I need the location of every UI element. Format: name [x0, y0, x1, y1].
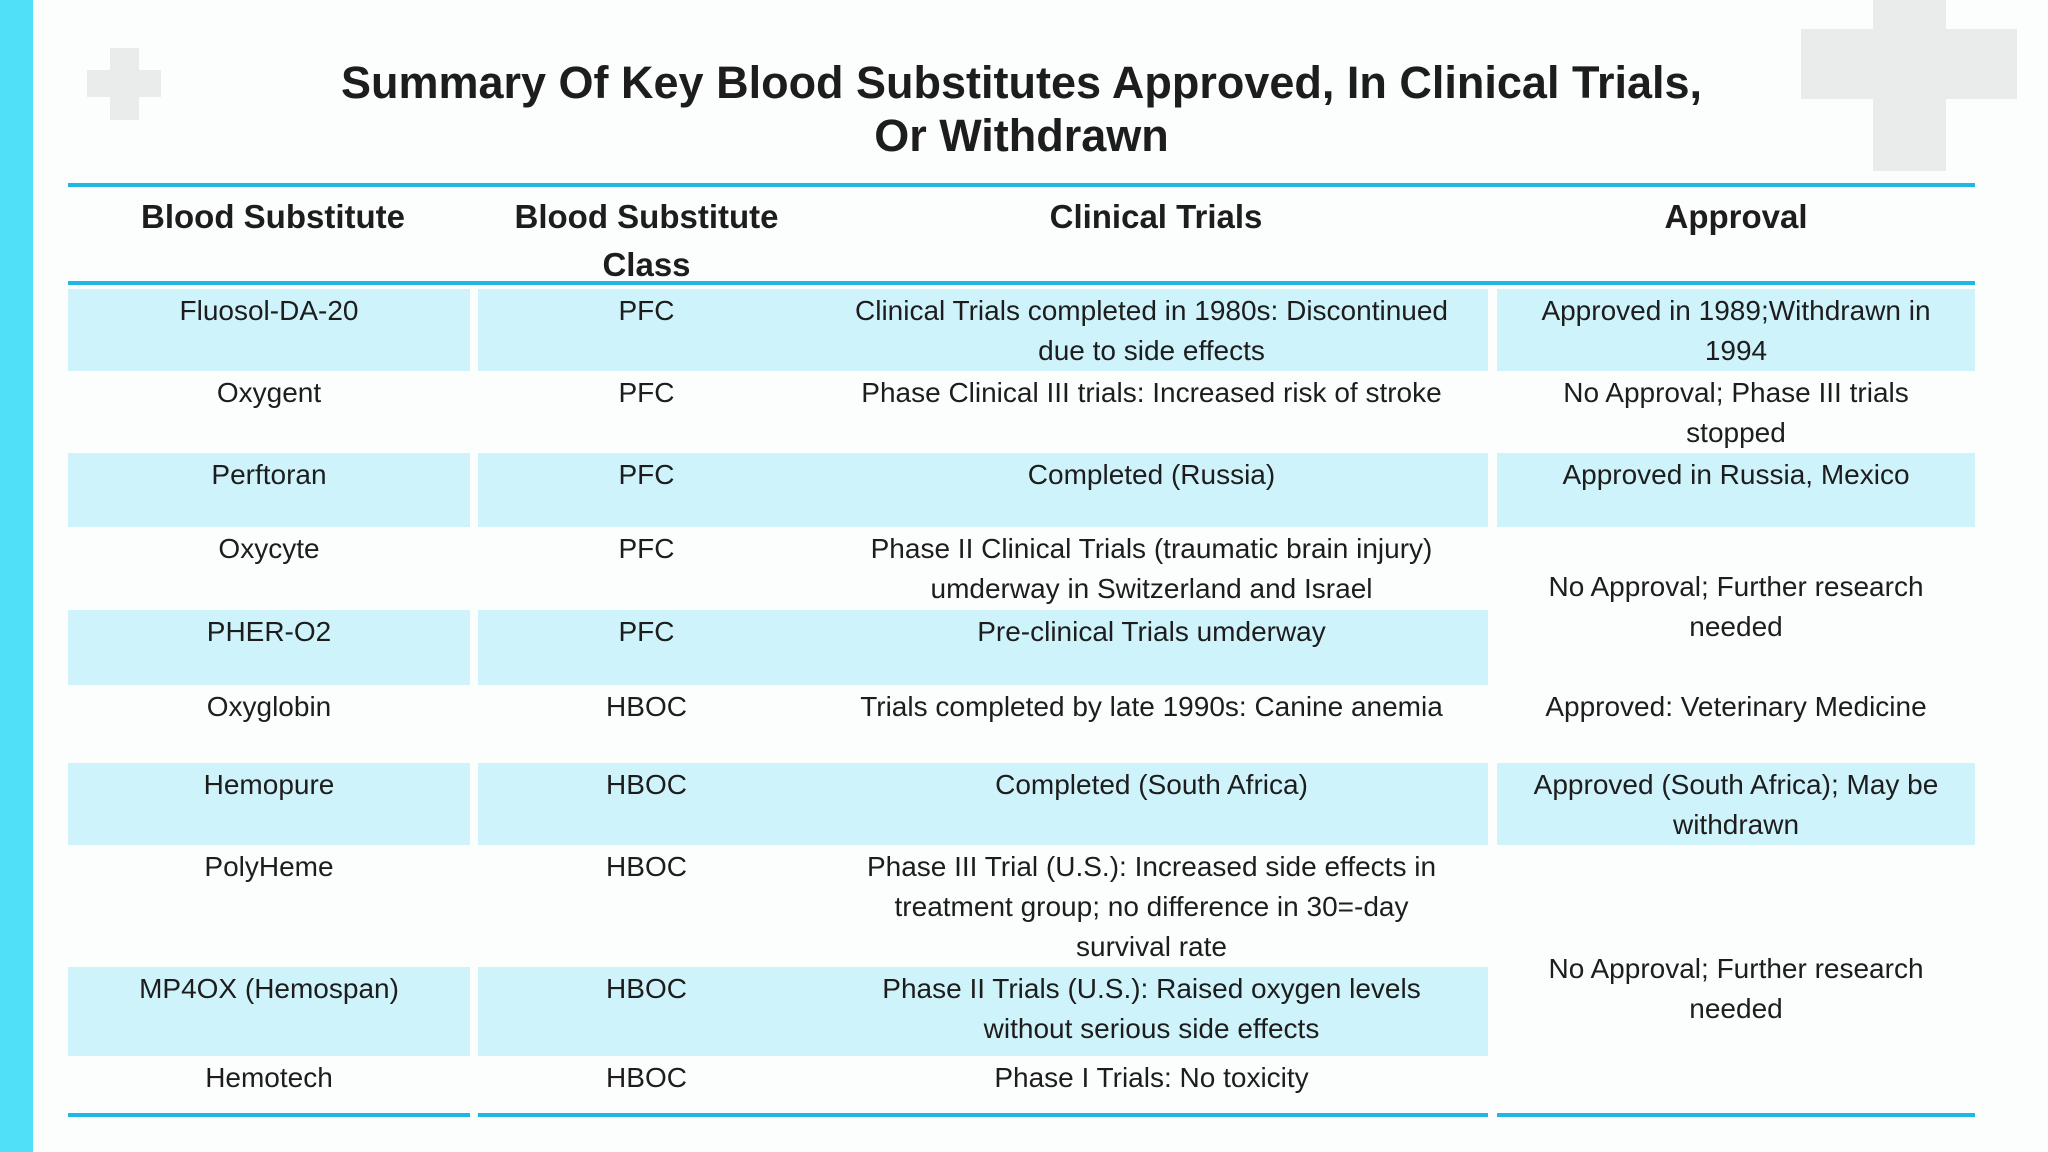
cell-trials: Trials completed by late 1990s: Canine a… [815, 685, 1497, 763]
table-row-polyheme: PolyHeme HBOC Phase III Trial (U.S.): In… [68, 845, 1975, 1024]
cell-trials: Phase II Trials (U.S.): Raised oxygen le… [815, 967, 1497, 1056]
cell-approval: Approved (South Africa); May be withdraw… [1497, 763, 1975, 845]
cell-class: PFC [478, 610, 815, 685]
cell-class: PFC [478, 453, 815, 527]
blood-substitutes-table: Blood Substitute Blood Substitute Class … [68, 187, 1975, 1130]
cell-substitute: Fluosol-DA-20 [68, 289, 478, 371]
cell-approval: Approved in Russia, Mexico [1497, 453, 1975, 527]
medical-cross-icon-large [1801, 29, 2017, 99]
cell-substitute: Oxygent [68, 371, 478, 453]
cell-class: PFC [478, 289, 815, 371]
divider-header [68, 281, 1975, 285]
cell-approval: No Approval; Phase III trials stopped [1563, 377, 1909, 448]
column-header-approval: Approval [1664, 198, 1808, 235]
cell-substitute: PolyHeme [68, 845, 478, 967]
cell-class: HBOC [606, 851, 687, 882]
cell-class: HBOC [606, 1062, 687, 1093]
cell-substitute: MP4OX (Hemospan) [68, 967, 478, 1056]
divider-top [68, 183, 1975, 187]
table-row-perftoran: Perftoran PFC Completed (Russia) Approve… [68, 453, 1975, 527]
table-row-hemotech: Hemotech HBOC Phase I Trials: No toxicit… [68, 1056, 1975, 1130]
cell-substitute: Oxycyte [68, 527, 478, 610]
column-header-blood-substitute: Blood Substitute [141, 198, 405, 235]
column-header-blood-substitute-class: Blood Substitute Class [514, 198, 779, 283]
left-accent-bar [0, 0, 33, 1152]
cell-substitute: Oxyglobin [68, 685, 478, 763]
cell-substitute: PHER-O2 [68, 610, 478, 685]
cell-substitute: Hemopure [68, 763, 478, 845]
page-title: Summary Of Key Blood Substitutes Approve… [340, 57, 1703, 161]
cell-approval-merged: No Approval; Further research needed [1548, 952, 1924, 1024]
table-row-oxyglobin: Oxyglobin HBOC Trials completed by late … [68, 685, 1975, 763]
divider-bottom [68, 1113, 1975, 1117]
table-row-fluosol: Fluosol-DA-20 PFC Clinical Trials comple… [68, 289, 1975, 371]
table-header-row: Blood Substitute Blood Substitute Class … [68, 187, 1975, 289]
table-row-pher-o2: PHER-O2 PFC Pre-clinical Trials umderway [68, 610, 1975, 685]
cell-trials: Pre-clinical Trials umderway [815, 610, 1497, 685]
cell-trials: Completed (South Africa) [815, 763, 1497, 845]
cell-trials: Completed (Russia) [815, 453, 1497, 527]
cell-trials: Phase III Trial (U.S.): Increased side e… [815, 845, 1497, 967]
cell-class: PFC [618, 377, 675, 408]
cell-approval: Approved in 1989;Withdrawn in 1994 [1497, 289, 1975, 371]
cell-trials: Phase Clinical III trials: Increased ris… [815, 371, 1497, 453]
cell-trials: Phase II Clinical Trials (traumatic brai… [815, 527, 1497, 610]
medical-cross-icon-small [87, 70, 161, 97]
column-header-clinical-trials: Clinical Trials [1049, 198, 1263, 235]
table-row-hemopure: Hemopure HBOC Completed (South Africa) A… [68, 763, 1975, 845]
table-row-mp4ox: MP4OX (Hemospan) HBOC Phase II Trials (U… [68, 967, 1975, 1056]
cell-class: HBOC [478, 763, 815, 845]
table-row-oxygent: Oxygent PFC Phase Clinical III trials: I… [68, 371, 1975, 453]
cell-approval: Approved: Veterinary Medicine [1545, 691, 1927, 722]
cell-substitute: Hemotech [68, 1056, 478, 1130]
cell-class: HBOC [606, 691, 687, 722]
cell-trials: Phase I Trials: No toxicity [815, 1056, 1497, 1130]
cell-class: HBOC [478, 967, 815, 1056]
cell-approval-merged: No Approval; Further research needed [1548, 571, 1924, 642]
cell-trials: Clinical Trials completed in 1980s: Disc… [815, 289, 1497, 371]
table-row-oxycyte: Oxycyte PFC Phase II Clinical Trials (tr… [68, 527, 1975, 642]
cell-class: PFC [618, 533, 675, 564]
cell-substitute: Perftoran [68, 453, 478, 527]
